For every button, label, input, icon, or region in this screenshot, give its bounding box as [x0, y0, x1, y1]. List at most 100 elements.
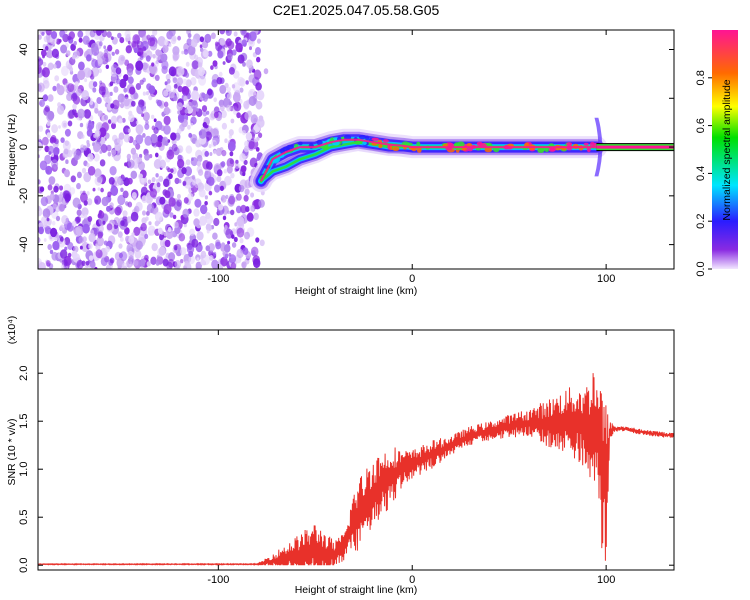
noise-speckle — [164, 101, 169, 108]
noise-speckle — [244, 140, 250, 148]
noise-speckle — [183, 48, 189, 55]
noise-speckle — [248, 74, 255, 83]
noise-speckle — [110, 115, 118, 125]
noise-speckle — [190, 77, 197, 86]
x-tick-label: 100 — [597, 273, 615, 285]
noise-speckle — [47, 244, 52, 250]
noise-speckle — [40, 196, 49, 207]
noise-speckle — [204, 33, 212, 44]
noise-speckle — [193, 218, 200, 227]
noise-speckle — [142, 133, 146, 138]
noise-speckle — [243, 145, 249, 153]
noise-speckle — [222, 215, 227, 221]
noise-speckle — [64, 246, 68, 251]
noise-speckle — [52, 137, 57, 144]
noise-speckle — [213, 150, 217, 155]
noise-speckle — [160, 125, 165, 132]
signal-blob — [475, 147, 481, 151]
noise-speckle — [60, 264, 65, 269]
noise-speckle — [45, 165, 53, 175]
noise-speckle — [213, 97, 217, 103]
noise-speckle — [118, 243, 123, 249]
noise-speckle — [226, 86, 231, 93]
noise-speckle — [103, 240, 108, 246]
noise-speckle — [89, 100, 94, 106]
noise-speckle — [198, 66, 205, 77]
noise-speckle — [38, 125, 44, 132]
noise-speckle — [204, 93, 209, 100]
noise-speckle — [231, 234, 235, 239]
noise-speckle — [230, 118, 235, 124]
noise-speckle — [256, 56, 261, 63]
noise-speckle — [145, 91, 150, 96]
noise-speckle — [244, 188, 250, 196]
noise-speckle — [124, 59, 130, 66]
noise-speckle — [230, 209, 235, 216]
noise-speckle — [144, 233, 149, 239]
noise-speckle — [202, 110, 207, 117]
noise-speckle — [107, 191, 112, 198]
noise-speckle — [220, 256, 228, 267]
noise-speckle — [172, 77, 178, 84]
noise-speckle — [156, 182, 161, 188]
noise-speckle — [241, 261, 247, 269]
noise-speckle — [177, 35, 182, 41]
noise-speckle — [226, 165, 233, 174]
noise-speckle — [139, 55, 144, 60]
noise-speckle — [233, 31, 238, 37]
noise-speckle — [201, 105, 208, 112]
noise-speckle — [76, 259, 84, 269]
noise-speckle — [225, 194, 229, 199]
noise-speckle — [72, 103, 77, 110]
noise-speckle — [209, 255, 214, 261]
signal-blob — [406, 142, 413, 146]
noise-speckle — [52, 240, 60, 251]
noise-speckle — [96, 30, 102, 36]
noise-speckle — [207, 176, 215, 186]
noise-speckle — [194, 73, 198, 77]
noise-speckle — [228, 129, 234, 136]
noise-speckle — [168, 43, 172, 47]
y-tick-label: 0.5 — [18, 510, 30, 525]
noise-speckle — [224, 138, 228, 143]
noise-speckle — [170, 36, 177, 45]
noise-speckle — [59, 185, 64, 191]
noise-speckle — [235, 42, 243, 53]
noise-speckle — [159, 233, 164, 241]
noise-speckle — [96, 97, 102, 104]
noise-speckle — [147, 225, 156, 236]
noise-speckle — [208, 243, 215, 252]
noise-speckle — [180, 247, 187, 256]
noise-speckle — [111, 122, 116, 130]
signal-blob — [583, 142, 589, 146]
noise-speckle — [119, 78, 127, 89]
noise-speckle — [249, 204, 255, 212]
noise-speckle — [111, 149, 117, 156]
noise-speckle — [131, 232, 135, 237]
noise-speckle — [82, 223, 90, 234]
noise-speckle — [86, 124, 93, 132]
noise-speckle — [145, 55, 151, 62]
noise-speckle — [184, 260, 190, 267]
noise-speckle — [38, 262, 46, 269]
noise-speckle — [220, 195, 227, 203]
noise-speckle — [61, 215, 69, 225]
noise-speckle — [225, 228, 233, 239]
noise-speckle — [176, 102, 183, 111]
noise-speckle — [103, 94, 110, 102]
noise-speckle — [81, 207, 89, 217]
noise-speckle — [41, 67, 50, 78]
noise-speckle — [226, 104, 232, 112]
noise-speckle — [177, 110, 181, 115]
colorbar-label: Normalized spectral amplitude — [721, 79, 733, 220]
noise-speckle — [155, 261, 160, 266]
noise-speckle — [64, 128, 71, 137]
noise-speckle — [227, 240, 231, 245]
noise-speckle — [140, 223, 147, 232]
noise-speckle — [38, 84, 42, 92]
noise-speckle — [184, 72, 190, 78]
noise-speckle — [87, 166, 96, 176]
noise-speckle — [89, 260, 96, 269]
noise-speckle — [106, 223, 113, 231]
